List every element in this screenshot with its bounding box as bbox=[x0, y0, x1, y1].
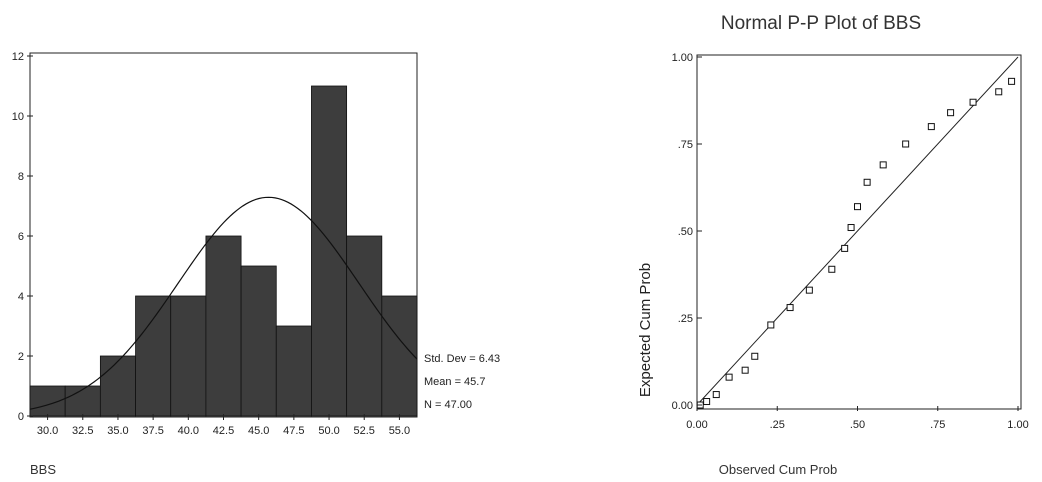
pp-point bbox=[741, 366, 749, 374]
pp-x-axis-label: Observed Cum Prob bbox=[719, 462, 838, 477]
x-tick-label: 47.5 bbox=[283, 425, 304, 437]
pp-point bbox=[751, 352, 759, 360]
x-tick-label: 35.0 bbox=[107, 425, 128, 437]
pp-y-tick-label: .25 bbox=[678, 313, 693, 325]
pp-x-ticks: 0.00 .25 .50 .75 1.00 bbox=[686, 406, 1029, 431]
histogram-bar bbox=[275, 325, 312, 417]
pp-point bbox=[712, 391, 720, 399]
y-tick-label: 4 bbox=[18, 291, 24, 303]
pp-point bbox=[854, 203, 861, 211]
pp-point bbox=[969, 98, 977, 106]
mean-label: Mean = 45.7 bbox=[424, 376, 485, 388]
histogram-bar bbox=[311, 85, 348, 417]
x-tick-label: 42.5 bbox=[213, 425, 234, 437]
pp-point bbox=[1008, 77, 1016, 85]
histogram-bar bbox=[64, 385, 101, 417]
histogram-bar bbox=[99, 355, 136, 417]
pp-point bbox=[902, 140, 910, 148]
pp-y-tick-label: .75 bbox=[678, 139, 693, 151]
pp-x-tick-label: 0.00 bbox=[686, 419, 707, 431]
y-tick-label: 6 bbox=[18, 231, 24, 243]
pp-point bbox=[947, 109, 955, 117]
x-tick-label: 55.0 bbox=[389, 425, 410, 437]
histogram-bar bbox=[381, 295, 418, 417]
histogram-bar bbox=[170, 295, 207, 417]
pp-point bbox=[725, 373, 733, 381]
x-tick-label: 30.0 bbox=[37, 425, 58, 437]
pp-x-tick-label: 1.00 bbox=[1007, 419, 1028, 431]
pp-plot-chart: Normal P-P Plot of BBS 0.00 .25 .50 .75 1.00… bbox=[637, 13, 1029, 477]
pp-x-tick-label: .75 bbox=[930, 419, 945, 431]
normal-curve bbox=[29, 196, 418, 410]
pp-plot-frame bbox=[696, 54, 1022, 410]
x-tick-label: 40.0 bbox=[178, 425, 199, 437]
pp-point bbox=[927, 123, 935, 131]
pp-point bbox=[879, 161, 887, 169]
std-dev-label: Std. Dev = 6.43 bbox=[424, 353, 500, 365]
pp-reference-line bbox=[696, 56, 1019, 406]
histogram-x-ticks: 30.0 32.5 35.0 37.5 40.0 42.5 45.0 47.5 50.0 52.5… bbox=[37, 414, 410, 437]
histogram-bar bbox=[240, 265, 277, 417]
pp-point bbox=[995, 88, 1003, 96]
pp-x-tick-label: .25 bbox=[770, 419, 785, 431]
pp-point bbox=[847, 224, 855, 232]
y-tick-label: 0 bbox=[18, 411, 24, 423]
pp-y-ticks: 0.00 .25 .50 .75 1.00 bbox=[672, 52, 702, 412]
x-tick-label: 50.0 bbox=[318, 425, 339, 437]
pp-point bbox=[703, 398, 711, 406]
pp-plot-title: Normal P-P Plot of BBS bbox=[721, 13, 921, 34]
x-tick-label: 52.5 bbox=[354, 425, 375, 437]
pp-y-tick-label: 0.00 bbox=[672, 400, 693, 412]
y-tick-label: 2 bbox=[18, 351, 24, 363]
pp-point bbox=[863, 178, 871, 186]
pp-point bbox=[828, 265, 836, 273]
y-tick-label: 8 bbox=[18, 171, 24, 183]
pp-y-tick-label: .50 bbox=[678, 226, 693, 238]
pp-point bbox=[805, 286, 813, 294]
x-tick-label: 37.5 bbox=[142, 425, 163, 437]
histogram-bar bbox=[205, 235, 242, 417]
y-tick-label: 10 bbox=[12, 111, 24, 123]
histogram-chart: 0 2 4 6 8 10 12 30.0 32.5 35.0 37.5 40.0 42.5 45.0 47… bbox=[12, 51, 500, 477]
histogram-bars bbox=[29, 85, 418, 417]
n-label: N = 47.00 bbox=[424, 399, 472, 411]
x-tick-label: 45.0 bbox=[248, 425, 269, 437]
pp-x-tick-label: .50 bbox=[850, 419, 865, 431]
pp-point bbox=[786, 304, 794, 312]
pp-point bbox=[767, 321, 775, 329]
pp-y-axis-label: Expected Cum Prob bbox=[637, 263, 654, 397]
histogram-x-axis-label: BBS bbox=[30, 462, 56, 477]
histogram-bar bbox=[135, 295, 172, 417]
pp-point bbox=[841, 244, 849, 252]
histogram-y-ticks: 0 2 4 6 8 10 12 bbox=[12, 51, 33, 423]
x-tick-label: 32.5 bbox=[72, 425, 93, 437]
pp-y-tick-label: 1.00 bbox=[672, 52, 693, 64]
histogram-bar bbox=[346, 235, 383, 417]
y-tick-label: 12 bbox=[12, 51, 24, 63]
